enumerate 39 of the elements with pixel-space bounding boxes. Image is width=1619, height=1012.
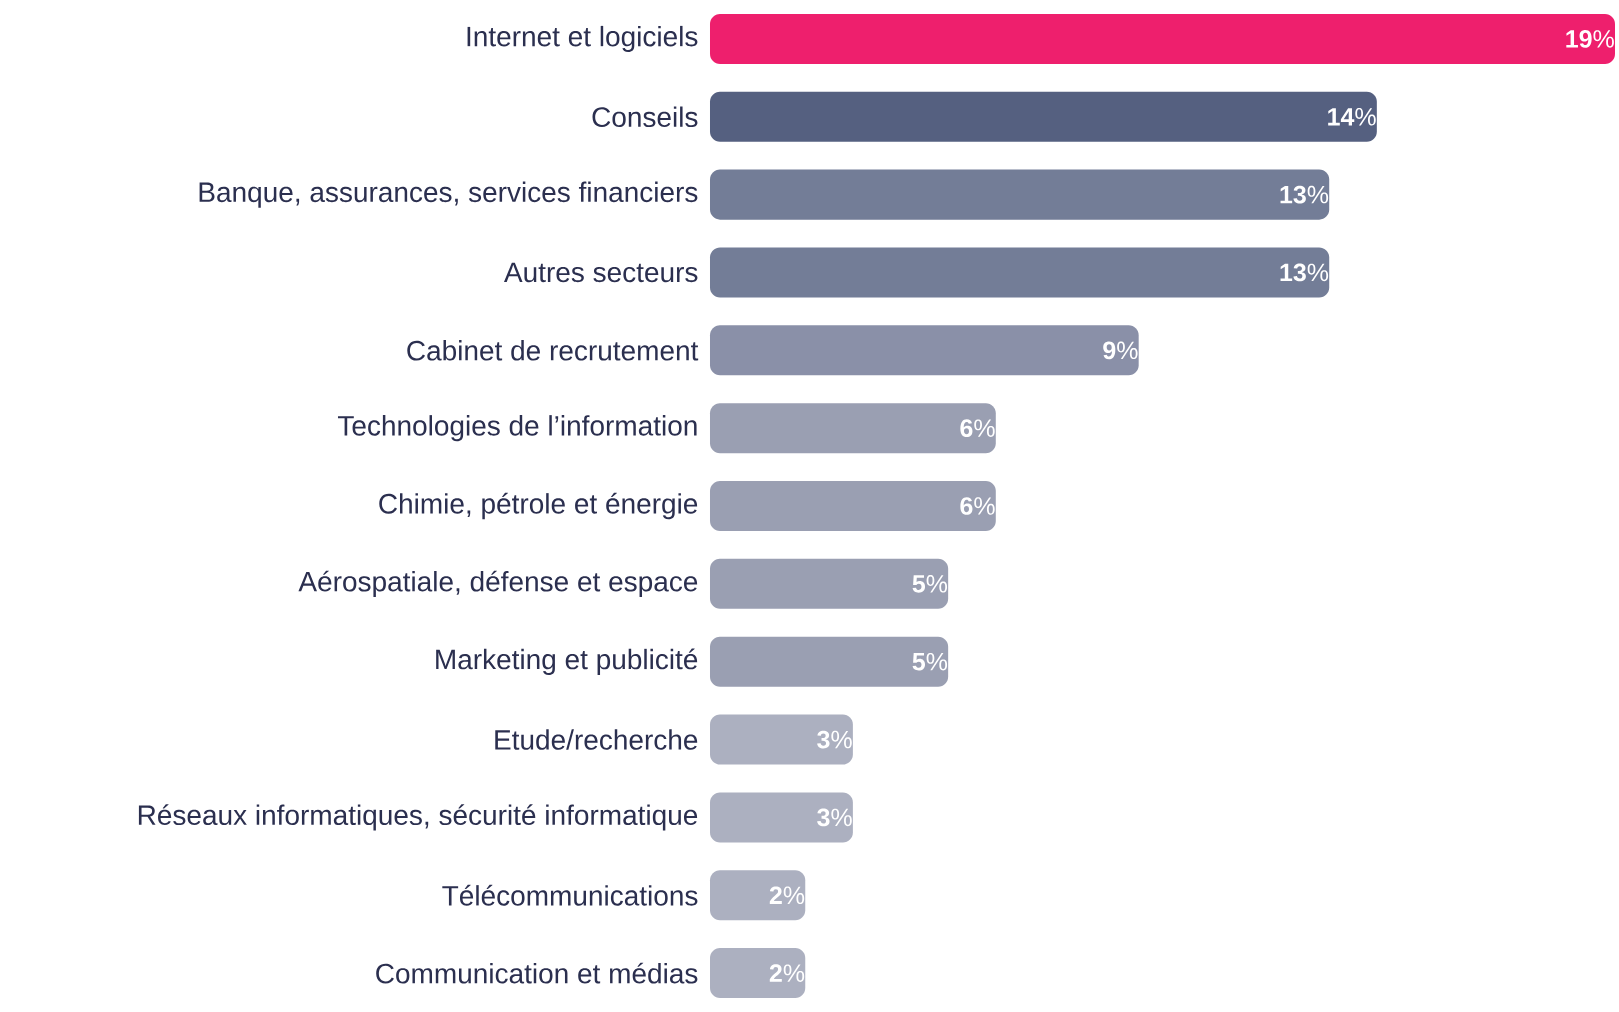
- bar: [709, 558, 949, 609]
- data-label: 5%: [912, 652, 948, 671]
- data-label: 9%: [1103, 341, 1138, 360]
- y-tick-label: Télécommunications: [442, 884, 698, 906]
- data-label: 2%: [769, 886, 805, 905]
- data-label: 6%: [960, 419, 995, 438]
- y-tick-label: Etude/recherche: [495, 729, 698, 750]
- bar: [709, 169, 1330, 220]
- y-tick-label: Banque, assurances, services financiers: [199, 181, 698, 208]
- y-tick-label: Marketing et publicité: [436, 648, 698, 675]
- data-label: 3%: [817, 730, 852, 749]
- data-label: 2%: [769, 964, 805, 982]
- y-tick-label: Technologies de l’information: [337, 415, 697, 442]
- data-label: 19%: [1566, 30, 1614, 48]
- bar: [709, 481, 996, 532]
- bar: [709, 948, 806, 999]
- bar: [709, 247, 1330, 298]
- data-label: 3%: [817, 808, 852, 827]
- bar: [709, 325, 1139, 376]
- data-label: 14%: [1328, 108, 1376, 126]
- y-tick-label: Réseaux informatiques, sécurité informatique: [138, 804, 698, 831]
- y-tick-label: Cabinet de recrutement: [407, 340, 699, 361]
- data-label: 5%: [912, 575, 948, 593]
- data-label: 6%: [960, 497, 995, 515]
- bar: [709, 13, 1615, 64]
- bar: [709, 636, 949, 687]
- y-tick-label: Autres secteurs: [503, 262, 698, 283]
- bar: [709, 714, 853, 765]
- bar: [709, 91, 1377, 142]
- y-tick-label: Conseils: [592, 106, 698, 128]
- y-tick-label: Internet et logiciels: [467, 25, 698, 52]
- data-label: 13%: [1280, 185, 1329, 204]
- data-label: 13%: [1280, 263, 1329, 282]
- bar: [709, 870, 806, 921]
- y-tick-label: Communication et médias: [376, 962, 698, 984]
- y-tick-label: Chimie, pétrole et énergie: [379, 492, 698, 520]
- bar: [709, 792, 853, 843]
- bar: [709, 403, 996, 454]
- y-tick-label: Aérospatiale, défense et espace: [298, 570, 698, 598]
